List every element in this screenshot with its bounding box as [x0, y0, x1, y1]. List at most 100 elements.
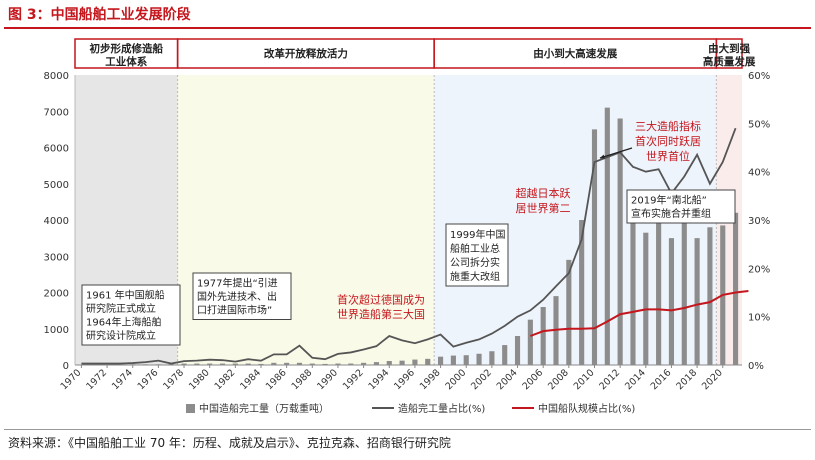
y-right-tick-label: 60%	[748, 71, 770, 82]
annotation-box	[626, 189, 736, 224]
y-left-tick-label: 7000	[44, 107, 69, 118]
x-tick-label: 2010	[572, 367, 597, 392]
y-left-tick-label: 4000	[44, 216, 69, 227]
annotation-text: 研究设计院成立	[86, 329, 156, 342]
x-tick-label: 1988	[290, 367, 315, 392]
y-right-tick-label: 40%	[748, 168, 770, 179]
bar	[668, 238, 675, 365]
bar	[258, 363, 264, 365]
bar	[489, 351, 495, 365]
fleet-line	[530, 290, 749, 337]
bar	[361, 362, 367, 365]
bar	[386, 361, 392, 365]
bar	[527, 319, 533, 365]
annotation-box	[192, 272, 292, 320]
x-tick-label: 1978	[161, 367, 186, 392]
bar	[450, 355, 456, 365]
legend: 中国造船完工量（万载重吨） 造船完工量占比(%) 中国船队规模占比(%)	[186, 402, 635, 415]
legend-label: 造船完工量占比(%)	[398, 402, 485, 415]
phase-band	[715, 38, 743, 69]
bar	[733, 212, 739, 365]
bar	[617, 118, 623, 365]
bar	[130, 364, 136, 365]
bar	[656, 220, 662, 365]
bar	[219, 363, 226, 365]
bar	[194, 363, 200, 365]
bar	[579, 220, 585, 365]
bar	[438, 356, 444, 365]
annotation-text: 三大造船指标	[635, 119, 701, 133]
bar	[296, 362, 303, 365]
legend-label: 中国造船完工量（万载重吨）	[199, 402, 329, 415]
x-tick-label: 1998	[418, 367, 443, 392]
y-left-tick-label: 8000	[44, 71, 69, 82]
x-tick-label: 1974	[110, 367, 135, 392]
bar	[566, 259, 572, 365]
axes: 0 1000 2000 3000 4000 5000 6000 7000 8000 0% 10% 20…	[44, 71, 771, 392]
phase-label: 由小到大高速发展	[533, 47, 617, 60]
annotation-text: 世界首位	[646, 149, 690, 163]
bar	[707, 227, 713, 365]
x-tick-label: 1986	[264, 367, 289, 392]
bar	[322, 363, 328, 365]
bar	[681, 220, 687, 365]
annotation-text: 公司拆分实	[450, 256, 500, 269]
legend-label: 中国船队规模占比(%)	[538, 402, 635, 415]
annotation-text: 1961 年中国舰船	[86, 289, 165, 302]
y-right-tick-label: 10%	[748, 313, 770, 324]
phase-label: 工业体系	[105, 55, 147, 68]
x-tick-label: 1972	[84, 367, 109, 392]
x-tick-label: 1984	[238, 367, 263, 392]
y-left-tick-label: 6000	[44, 144, 69, 155]
annotation-text: 研究院正式成立	[86, 302, 156, 315]
annotation-text: 首次超过德国成为	[337, 293, 425, 307]
x-tick-label: 1994	[366, 367, 391, 392]
x-tick-label: 1996	[392, 367, 417, 392]
bar	[425, 358, 431, 365]
annotation-text: 1977年提出“引进	[197, 277, 278, 290]
x-tick-label: 1990	[315, 367, 340, 392]
annotation-text: 超越日本跃	[516, 186, 571, 200]
x-tick-label: 2006	[520, 367, 545, 392]
source-rule	[4, 429, 811, 430]
bar	[540, 307, 546, 365]
x-tick-label: 2018	[674, 367, 699, 392]
phase-label: 初步形成修造船	[90, 42, 164, 55]
y-left-tick-label: 1000	[44, 325, 69, 336]
bar	[155, 364, 161, 365]
phase-label: 改革开放释放活力	[264, 47, 348, 60]
bar	[643, 232, 649, 365]
annotation-text: 国外先进技术、出	[197, 290, 277, 303]
annotation-arrow	[599, 147, 633, 159]
y-left-tick-label: 3000	[44, 252, 69, 263]
x-tick-label: 1980	[187, 367, 212, 392]
x-tick-label: 2008	[546, 367, 571, 392]
annotation-text: 居世界第二	[516, 201, 571, 215]
annotation-text: 口打进国际市场”	[197, 304, 272, 317]
bar	[245, 363, 251, 365]
bar	[399, 360, 405, 365]
y-left-tick-label: 0	[63, 361, 69, 372]
bar	[412, 359, 418, 365]
x-tick-label: 1976	[136, 367, 161, 392]
annotation-text: 1999年中国	[450, 228, 505, 241]
y-left-tick-label: 2000	[44, 289, 69, 300]
bar	[463, 355, 469, 365]
y-right-tick-label: 50%	[748, 119, 770, 130]
annotation-box	[445, 223, 509, 287]
y-right-tick-label: 30%	[748, 216, 770, 227]
bar	[232, 363, 238, 365]
source-note: 资料来源：《中国船舶工业 70 年：历程、成就及启示》、克拉克森、招商银行研究院	[8, 436, 451, 450]
x-tick-label: 1982	[213, 367, 238, 392]
line-series	[81, 127, 749, 365]
share-line	[81, 127, 737, 365]
annotation-text: 首次同时跃居	[635, 134, 701, 148]
annotation-text: 施重大改组	[450, 270, 500, 283]
x-tick-label: 2020	[700, 367, 725, 392]
x-tick-label: 1992	[341, 367, 366, 392]
annotation-text: 世界造船第三大国	[337, 307, 425, 321]
x-tick-label: 2002	[469, 367, 494, 392]
bar	[502, 345, 508, 365]
bar	[335, 363, 341, 365]
